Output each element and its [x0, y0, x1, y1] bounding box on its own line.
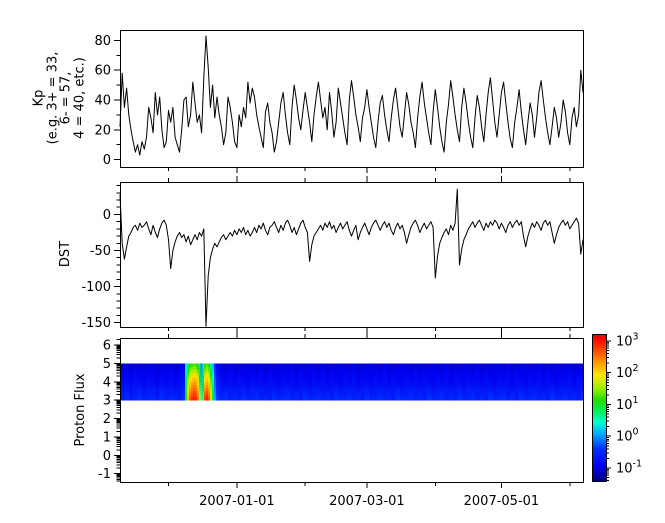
tick-label: 2007-03-01	[329, 494, 405, 509]
tick-label: 3	[103, 394, 111, 409]
tick-label: -100	[81, 280, 111, 295]
proton-flux-heatmap	[120, 363, 583, 401]
tick-label: 4	[103, 375, 111, 390]
colorbar-tick-label: 102	[616, 363, 639, 381]
tick-label: 2007-05-01	[464, 494, 540, 509]
tick-label: 5	[103, 357, 111, 372]
kp-y-axis-label: Kp (e.g. 3+ = 33, 6- = 57, 4 = 40, etc.)	[31, 51, 88, 145]
dst-y-axis-label: DST	[58, 240, 74, 268]
tick-label: 80	[94, 34, 111, 49]
colorbar-gradient	[592, 334, 606, 481]
proton-flux-panel: 6 5 4 3 2 1 0 -1	[98, 332, 584, 488]
kp-series-line	[119, 35, 584, 156]
panel-frame	[120, 182, 584, 328]
colorbar-tick-label: 103	[616, 331, 639, 349]
panel-frame	[120, 30, 584, 168]
dst-panel: 0 -50 -100 -150	[81, 176, 584, 333]
colorbar-tick-label: 10-1	[616, 458, 642, 476]
tick-label: 1	[103, 430, 111, 445]
kp-panel: 0 20 40 60 80	[94, 30, 584, 173]
panel-frame	[120, 338, 584, 483]
colorbar-tick-label: 101	[616, 395, 639, 413]
x-axis-labels: 2007-01-01 2007-03-01 2007-05-01	[199, 494, 539, 509]
proton-flux-y-axis-label: Proton Flux	[73, 373, 89, 447]
tick-label: 0	[103, 208, 111, 223]
tick-label: 2	[103, 412, 111, 427]
tick-label: 0	[103, 449, 111, 464]
tick-label: 60	[94, 64, 111, 79]
tick-label: 6	[103, 338, 111, 353]
tick-label: 40	[94, 93, 111, 108]
tick-label: 0	[103, 153, 111, 168]
tick-label: -50	[90, 244, 111, 259]
dst-series-line	[119, 188, 584, 327]
tick-label: 2007-01-01	[199, 494, 275, 509]
tick-label: -150	[81, 316, 111, 331]
tick-label: -1	[98, 467, 111, 482]
colorbar: 103 102 101 100 10-1	[592, 331, 642, 482]
tick-label: 20	[94, 123, 111, 138]
colorbar-tick-label: 100	[616, 427, 639, 445]
